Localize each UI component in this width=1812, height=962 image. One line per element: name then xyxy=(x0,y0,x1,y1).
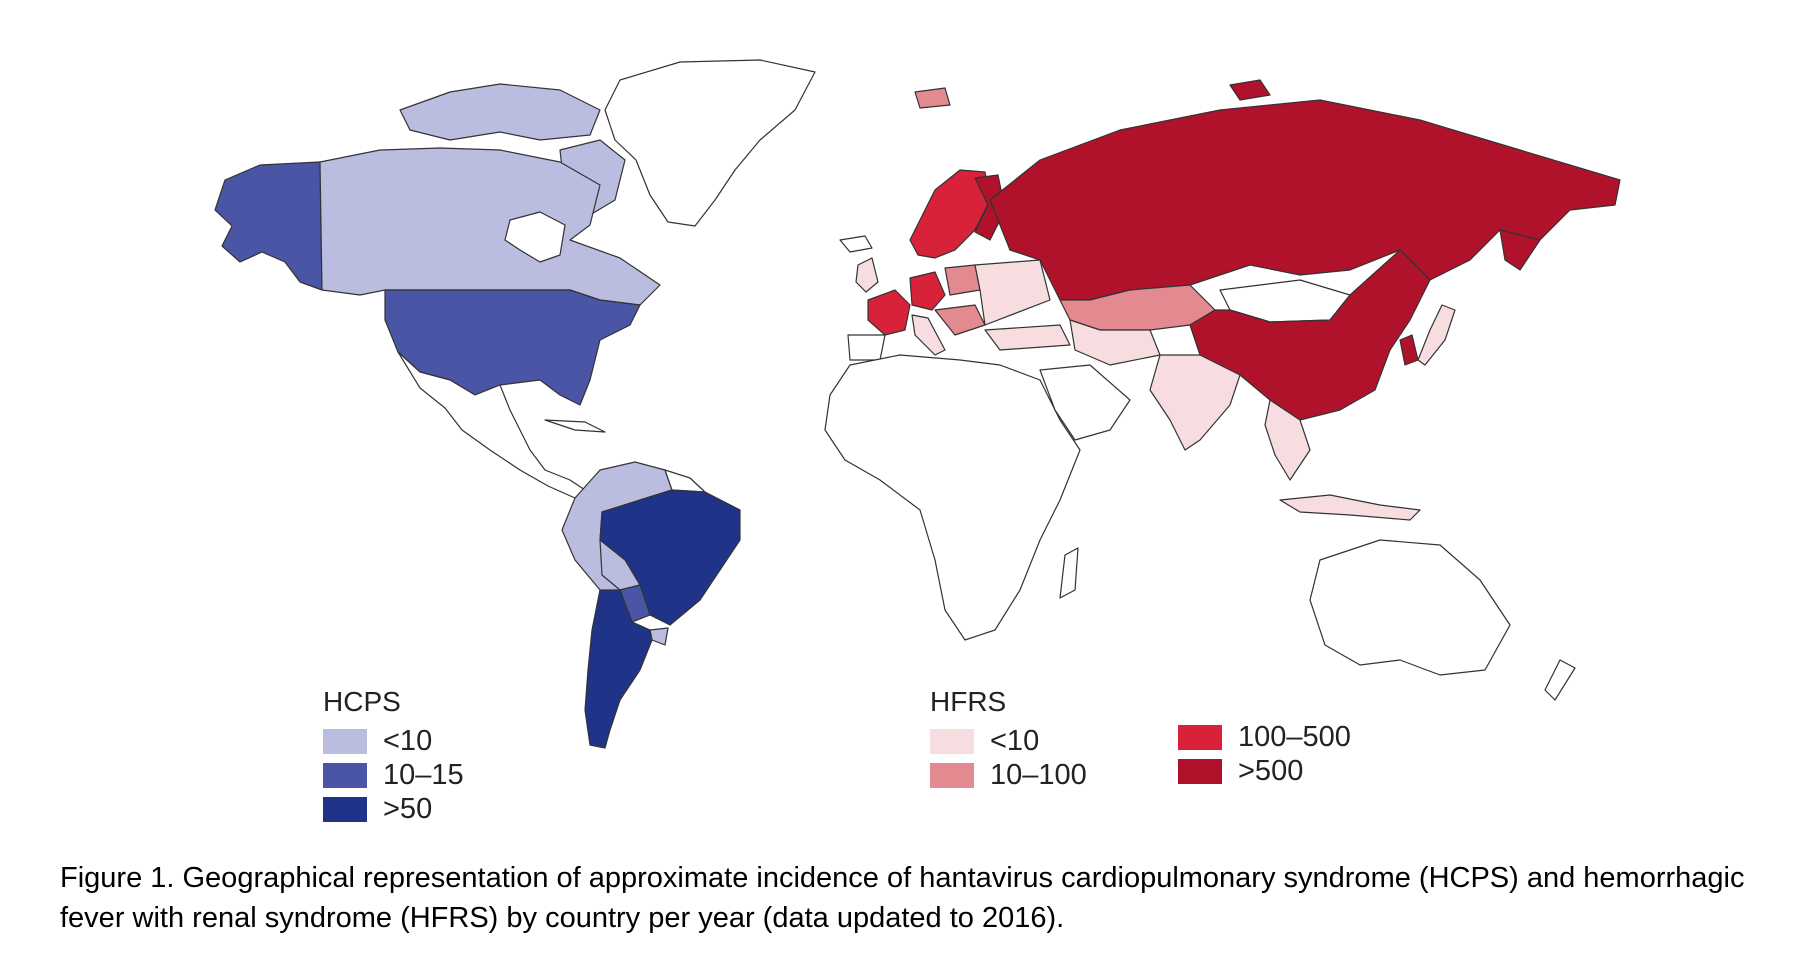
kamchatka xyxy=(1499,229,1541,271)
hfrs-label-gt500: >500 xyxy=(1238,754,1304,787)
madagascar xyxy=(1059,547,1079,599)
poland xyxy=(944,264,981,296)
hcps-legend-item: 10–15 xyxy=(323,758,464,792)
japan xyxy=(1417,304,1456,366)
hfrs-legend-title: HFRS xyxy=(930,686,1007,717)
hfrs-legend: HFRS <10 10–100 xyxy=(930,686,1087,792)
korea xyxy=(1399,334,1419,366)
turkey-middle-east xyxy=(984,324,1071,351)
canada xyxy=(319,147,661,306)
hcps-label-mid: 10–15 xyxy=(383,758,464,791)
finland xyxy=(974,174,1006,241)
hfrs-legend-continued: 100–500 >500 xyxy=(1178,720,1351,788)
hcps-swatch-mid xyxy=(323,762,367,788)
iceland xyxy=(839,235,873,253)
italy xyxy=(911,314,946,356)
china xyxy=(1189,249,1431,421)
balkans xyxy=(934,304,986,336)
svalbard xyxy=(914,87,951,109)
argentina-chile xyxy=(584,589,653,749)
figure-caption: Figure 1. Geographical representation of… xyxy=(60,862,1745,934)
scandinavia xyxy=(909,169,991,259)
australia xyxy=(1309,539,1511,676)
hcps-legend-item: >50 xyxy=(323,792,464,826)
hfrs-legend-item: <10 xyxy=(930,724,1087,758)
hcps-label-high: >50 xyxy=(383,792,433,825)
arabian-peninsula xyxy=(1039,364,1131,441)
hcps-swatch-high xyxy=(323,796,367,822)
hfrs-label-lt10: <10 xyxy=(990,724,1040,757)
new-zealand xyxy=(1544,659,1576,701)
united-kingdom xyxy=(855,257,879,293)
hcps-swatch-low xyxy=(323,728,367,754)
hfrs-swatch-10-100 xyxy=(930,762,974,788)
arctic-islands xyxy=(399,83,601,141)
hudson-bay xyxy=(504,211,566,263)
hcps-legend-item: <10 xyxy=(323,724,464,758)
hfrs-label-100-500: 100–500 xyxy=(1238,720,1351,753)
world-map xyxy=(214,59,1621,749)
germany xyxy=(909,271,946,311)
hfrs-swatch-gt500 xyxy=(1178,758,1222,784)
hcps-legend-title: HCPS xyxy=(323,686,401,717)
guianas xyxy=(664,469,706,493)
hfrs-label-10-100: 10–100 xyxy=(990,758,1087,791)
southeast-asia xyxy=(1264,399,1311,481)
hfrs-swatch-lt10 xyxy=(930,728,974,754)
uruguay xyxy=(649,627,669,646)
hfrs-legend-item: >500 xyxy=(1178,754,1351,788)
indonesia xyxy=(1279,494,1421,521)
hfrs-legend-item: 10–100 xyxy=(930,758,1087,792)
cuba xyxy=(544,419,606,433)
eastern-europe xyxy=(974,259,1051,326)
iberia xyxy=(847,334,886,361)
mexico-central-america xyxy=(397,351,586,499)
africa xyxy=(824,354,1081,641)
hcps-label-low: <10 xyxy=(383,724,433,757)
hfrs-swatch-100-500 xyxy=(1178,724,1222,750)
hfrs-legend-item: 100–500 xyxy=(1178,720,1351,754)
greenland xyxy=(604,59,816,227)
alaska xyxy=(214,161,323,291)
russian-arctic-islands xyxy=(1229,79,1271,101)
russia xyxy=(989,99,1621,301)
hcps-legend: HCPS <10 10–15 >50 xyxy=(323,686,464,826)
france xyxy=(867,289,911,336)
india xyxy=(1149,354,1241,451)
